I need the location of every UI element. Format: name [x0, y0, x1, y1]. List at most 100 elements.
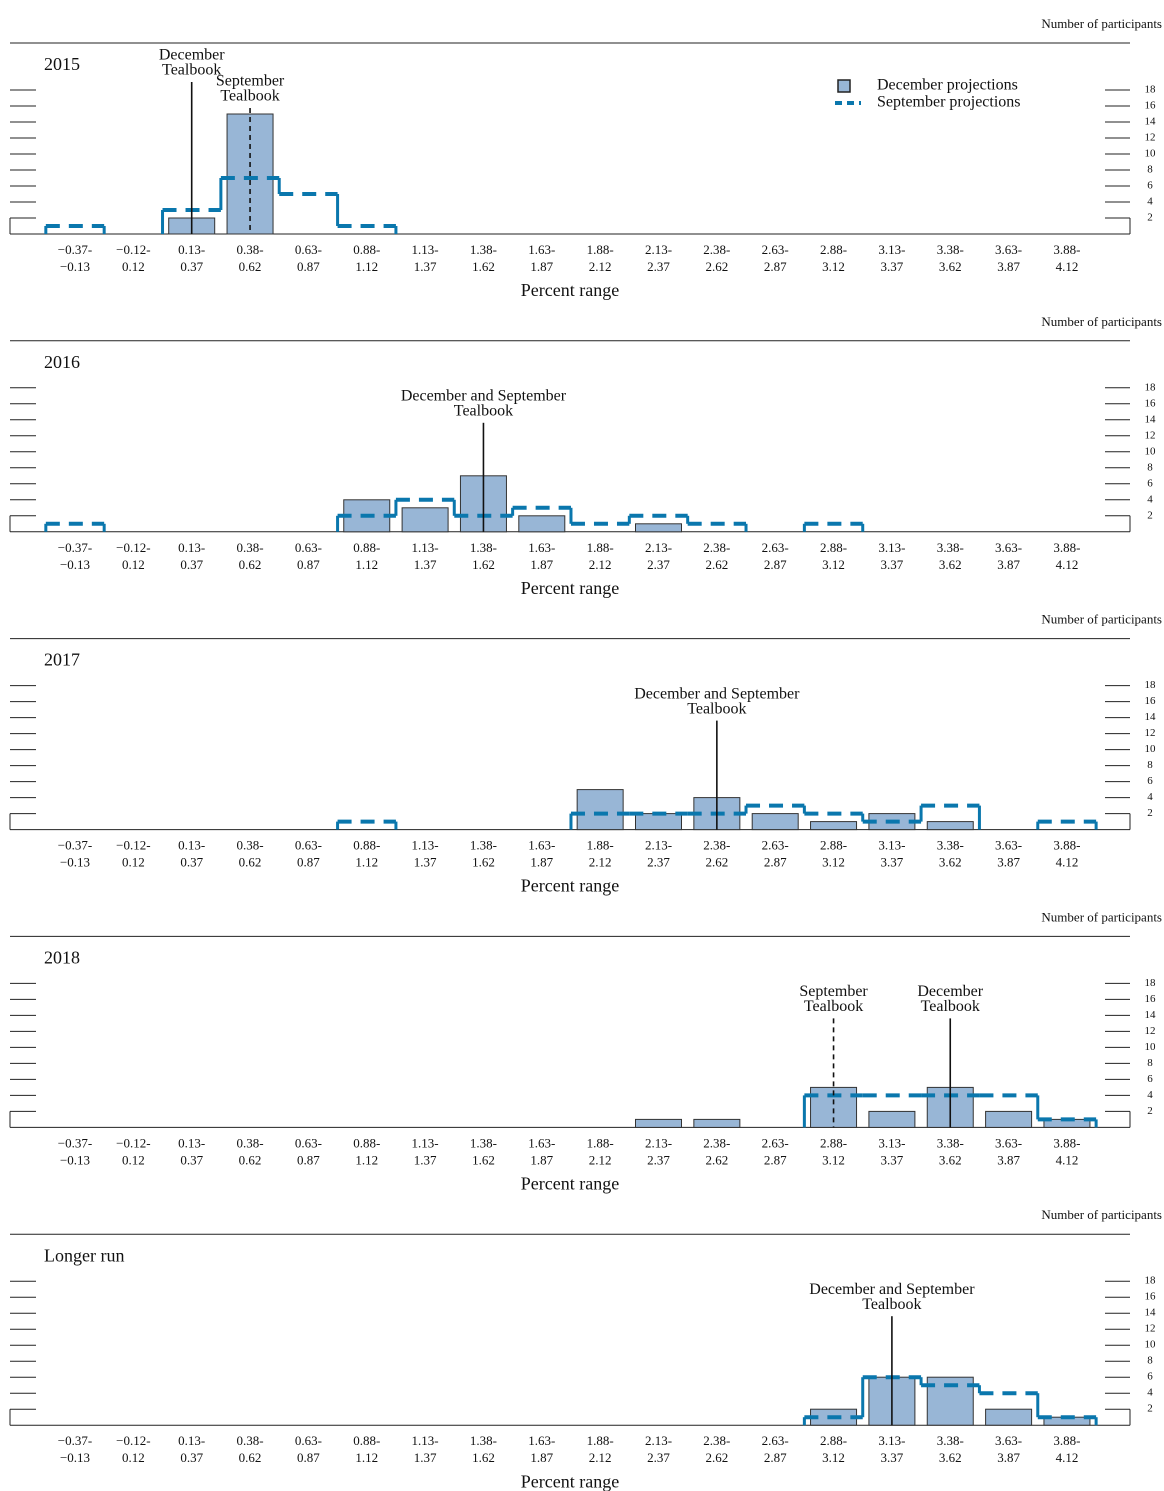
x-tick-label: 1.37 — [414, 1152, 437, 1167]
x-tick-label: 0.38- — [237, 1433, 264, 1448]
y-tick-label: 8 — [1147, 164, 1153, 176]
x-tick-label: −0.37- — [58, 1433, 92, 1448]
x-tick-label: 2.88- — [820, 242, 847, 257]
bar — [810, 821, 858, 831]
x-tick-label: −0.12- — [116, 540, 150, 555]
x-tick-label: 3.62 — [939, 259, 962, 274]
y-tick-label: 2 — [1147, 1403, 1153, 1415]
x-tick-label: 2.62 — [705, 1152, 728, 1167]
x-tick-label: 1.63- — [528, 1433, 555, 1448]
panel-title: 2017 — [44, 650, 80, 670]
x-tick-label: 0.63- — [295, 1433, 322, 1448]
x-tick-label: 1.12 — [355, 1152, 378, 1167]
annotation-text: December — [159, 47, 225, 64]
x-tick-label: 0.62 — [239, 1152, 262, 1167]
x-tick-label: 1.13- — [412, 1135, 439, 1150]
x-tick-label: 0.13- — [178, 838, 205, 853]
x-tick-label: 2.87 — [764, 1152, 787, 1167]
x-tick-label: 0.62 — [239, 1450, 262, 1465]
x-tick-label: 3.13- — [878, 838, 905, 853]
x-tick-label: 3.12 — [822, 1152, 845, 1167]
bar — [868, 1110, 916, 1128]
y-tick-label: 2 — [1147, 807, 1153, 819]
x-tick-label: 0.37 — [180, 1450, 203, 1465]
x-tick-label: 3.63- — [995, 242, 1022, 257]
x-tick-label: 2.63- — [762, 540, 789, 555]
x-tick-label: 0.88- — [353, 1433, 380, 1448]
legend-swatch — [837, 79, 851, 93]
annotation-text: Tealbook — [804, 998, 863, 1015]
x-tick-label: 0.13- — [178, 242, 205, 257]
x-tick-label: 1.63- — [528, 838, 555, 853]
annotation-text: Tealbook — [454, 402, 513, 419]
y-tick-label: 4 — [1147, 1387, 1153, 1399]
x-tick-label: 1.62 — [472, 1450, 495, 1465]
y-tick-label: 2 — [1147, 509, 1153, 521]
x-tick-label: 0.12 — [122, 259, 145, 274]
x-axis-label: Percent range — [521, 280, 619, 300]
x-tick-label: 2.88- — [820, 1433, 847, 1448]
x-tick-label: 0.88- — [353, 1135, 380, 1150]
x-tick-label: 0.37 — [180, 557, 203, 572]
annotation-text: September — [799, 983, 868, 1000]
x-tick-label: 1.88- — [587, 1433, 614, 1448]
x-tick-label: 1.63- — [528, 1135, 555, 1150]
x-tick-label: 1.13- — [412, 242, 439, 257]
x-tick-label: 3.63- — [995, 838, 1022, 853]
y-tick-label: 16 — [1145, 397, 1157, 409]
x-tick-label: 1.62 — [472, 259, 495, 274]
x-tick-label: 2.63- — [762, 1135, 789, 1150]
x-tick-label: 1.38- — [470, 242, 497, 257]
x-tick-label: −0.37- — [58, 838, 92, 853]
x-axis-label: Percent range — [521, 876, 619, 896]
x-tick-label: 1.87 — [530, 259, 553, 274]
x-tick-label: 1.12 — [355, 557, 378, 572]
bar — [635, 813, 682, 831]
x-tick-label: 4.12 — [1056, 557, 1079, 572]
x-tick-label: 1.37 — [414, 557, 437, 572]
panel-title: 2016 — [44, 352, 80, 372]
x-tick-label: 4.12 — [1056, 855, 1079, 870]
y-axis-label: Number of participants — [1041, 16, 1162, 31]
x-tick-label: 3.12 — [822, 557, 845, 572]
x-tick-label: 1.38- — [470, 1433, 497, 1448]
x-tick-label: 0.88- — [353, 540, 380, 555]
x-tick-label: 3.88- — [1053, 838, 1080, 853]
x-tick-label: 3.38- — [937, 540, 964, 555]
y-tick-label: 4 — [1147, 791, 1153, 803]
x-tick-label: 3.88- — [1053, 1135, 1080, 1150]
annotation-text: December — [917, 983, 983, 1000]
x-tick-label: 3.88- — [1053, 242, 1080, 257]
x-tick-label: 1.13- — [412, 838, 439, 853]
x-tick-label: 1.62 — [472, 1152, 495, 1167]
y-tick-label: 18 — [1145, 84, 1157, 96]
x-tick-label: −0.12- — [116, 242, 150, 257]
x-tick-label: −0.12- — [116, 1135, 150, 1150]
x-tick-label: 0.62 — [239, 259, 262, 274]
x-tick-label: 1.88- — [587, 838, 614, 853]
y-tick-label: 10 — [1145, 1041, 1157, 1053]
x-tick-label: 1.37 — [414, 855, 437, 870]
x-tick-label: 2.13- — [645, 838, 672, 853]
x-tick-label: 2.87 — [764, 1450, 787, 1465]
x-tick-label: 0.63- — [295, 1135, 322, 1150]
legend-label: September projections — [877, 94, 1021, 111]
x-tick-label: 2.37 — [647, 557, 670, 572]
x-tick-label: 0.88- — [353, 838, 380, 853]
x-tick-label: 2.13- — [645, 1135, 672, 1150]
y-tick-label: 8 — [1147, 1355, 1153, 1367]
x-tick-label: 3.62 — [939, 855, 962, 870]
y-tick-label: 4 — [1147, 196, 1153, 208]
x-tick-label: 1.38- — [470, 1135, 497, 1150]
annotation-text: Tealbook — [862, 1296, 921, 1313]
x-tick-label: 2.37 — [647, 855, 670, 870]
annotation-text: Tealbook — [220, 88, 279, 105]
x-tick-label: 2.62 — [705, 1450, 728, 1465]
y-axis-label: Number of participants — [1041, 612, 1162, 627]
x-tick-label: 3.87 — [997, 557, 1020, 572]
y-tick-label: 12 — [1145, 429, 1156, 441]
y-tick-label: 14 — [1145, 711, 1157, 723]
x-tick-label: 0.37 — [180, 855, 203, 870]
